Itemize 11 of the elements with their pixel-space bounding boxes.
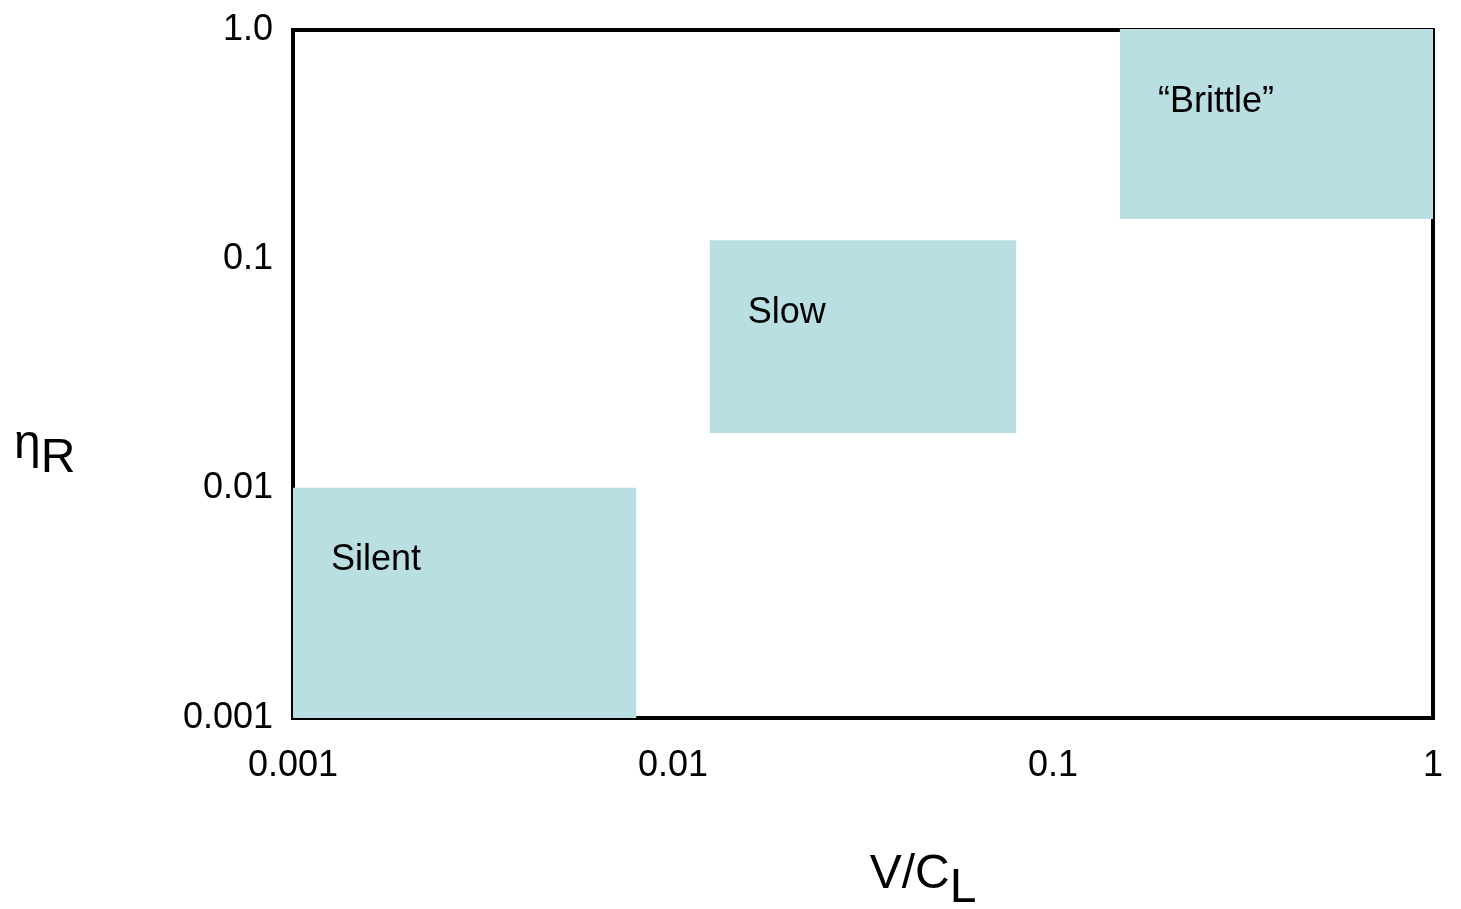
y-tick-label: 0.001 [182, 694, 273, 736]
x-tick-label: 0.1 [1027, 743, 1079, 784]
y-tick-label: 0.01 [202, 465, 273, 507]
annotation: “Brittle” [1157, 78, 1274, 120]
y-tick-label: 1.0 [222, 6, 273, 48]
y-tick-label: 0.1 [222, 235, 273, 277]
x-tick-label: 0.001 [247, 743, 339, 784]
x-tick-label: 1 [1422, 743, 1444, 784]
annotation: Slow [747, 289, 827, 331]
annotation: Silent [331, 537, 422, 579]
x-tick-label: 0.01 [637, 743, 709, 784]
